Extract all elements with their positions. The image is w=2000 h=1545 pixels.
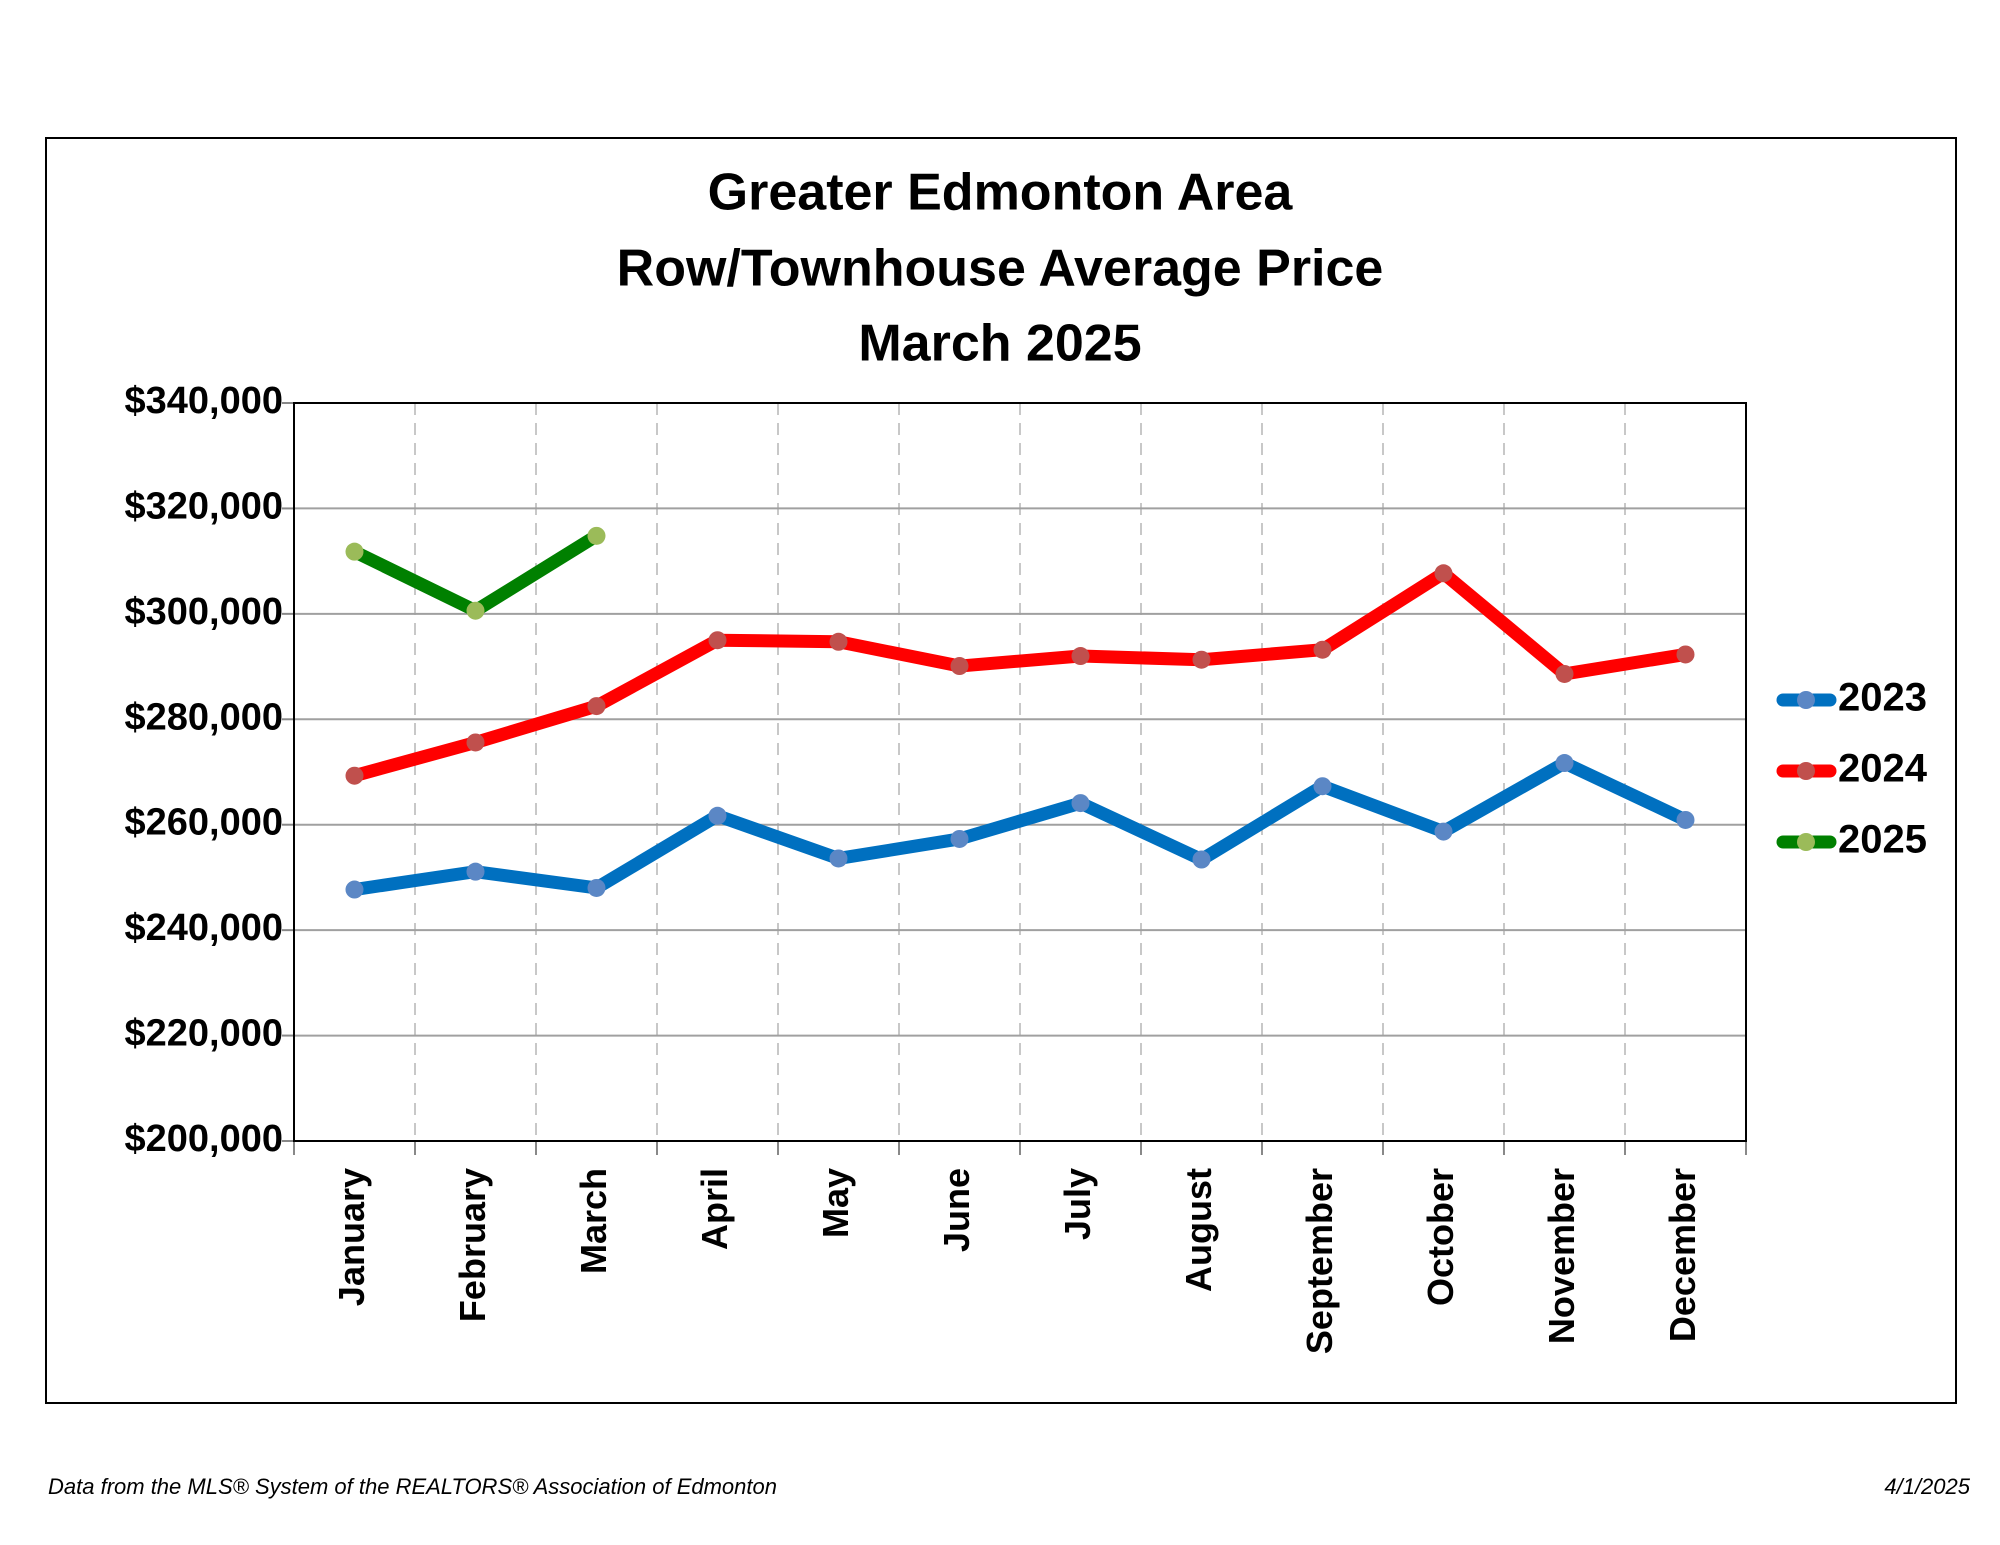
x-tick-label: October [1420,1168,1461,1306]
y-tick-label: $260,000 [125,802,284,844]
x-tick-label: January [331,1168,372,1306]
marker [1434,822,1453,841]
legend-label: 2025 [1838,818,1927,862]
x-tick-label: July [1057,1168,1098,1240]
x-tick-label: September [1299,1168,1340,1354]
series-line [348,756,1692,897]
marker [466,733,485,752]
marker [587,526,606,545]
marker [1555,754,1574,773]
marker [1192,850,1211,869]
legend-label: 2023 [1838,676,1927,720]
marker [587,697,606,716]
marker [1434,564,1453,583]
marker [1071,794,1090,813]
x-tick-label: June [936,1168,977,1252]
footer-note: Data from the MLS® System of the REALTOR… [48,1474,777,1499]
marker [587,878,606,897]
y-tick-label: $220,000 [125,1013,284,1055]
marker [345,766,364,785]
plot-frame [293,402,1747,1142]
chart-frame [45,137,1957,1404]
marker [708,631,727,650]
series-line [348,566,1692,783]
x-tick-label: December [1662,1168,1703,1342]
legend-marker [1797,691,1815,709]
chart-title: Greater Edmonton Area [708,164,1294,222]
x-tick-label: February [452,1168,493,1322]
marker [1071,647,1090,666]
marker [1313,640,1332,659]
x-tick-label: August [1178,1168,1219,1292]
marker [708,806,727,825]
series-line [348,529,603,618]
marker [1555,664,1574,683]
marker [950,829,969,848]
y-tick-label: $240,000 [125,907,284,949]
marker [345,542,364,561]
marker [1192,650,1211,669]
marker [345,880,364,899]
y-tick-label: $320,000 [125,485,284,527]
chart-title: Row/Townhouse Average Price [617,240,1384,298]
x-tick-label: November [1541,1168,1582,1344]
marker [829,849,848,868]
x-tick-label: May [815,1168,856,1238]
marker [950,657,969,676]
marker [466,862,485,881]
y-tick-label: $300,000 [125,591,284,633]
marker [466,601,485,620]
y-tick-label: $340,000 [125,380,284,422]
marker [1676,645,1695,664]
x-tick-label: March [573,1168,614,1274]
footer-date: 4/1/2025 [1884,1474,1970,1499]
x-tick-label: April [694,1168,735,1250]
y-tick-label: $200,000 [125,1118,284,1160]
marker [829,632,848,651]
y-tick-label: $280,000 [125,696,284,738]
chart-title: March 2025 [858,315,1141,373]
legend-marker [1797,833,1815,851]
marker [1676,810,1695,829]
marker [1313,777,1332,796]
legend-marker [1797,762,1815,780]
legend-label: 2024 [1838,747,1928,791]
